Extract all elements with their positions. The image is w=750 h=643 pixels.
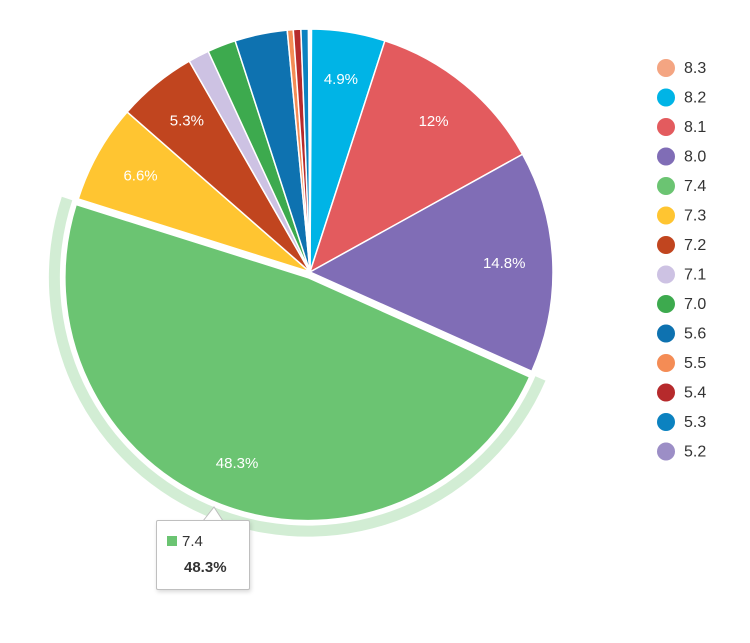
slice-label-8-1: 12%: [419, 113, 449, 130]
legend-label: 7.4: [684, 178, 706, 195]
pie-slice-8-1[interactable]: [309, 40, 524, 273]
slice-label-7-3: 6.6%: [123, 168, 157, 185]
legend-label: 5.4: [684, 385, 706, 402]
legend-item-5-4[interactable]: 5.4: [657, 383, 706, 402]
legend-item-8-0[interactable]: 8.0: [657, 147, 706, 166]
legend-label: 5.3: [684, 414, 706, 431]
slice-label-8-0: 14.8%: [483, 255, 526, 272]
legend-label: 8.2: [684, 90, 706, 107]
legend-swatch: [657, 324, 675, 343]
legend-swatch: [657, 177, 675, 195]
legend-item-7-2[interactable]: 7.2: [657, 236, 706, 254]
legend-item-5-2[interactable]: 5.2: [657, 442, 706, 461]
legend-item-7-1[interactable]: 7.1: [657, 265, 706, 284]
legend-label: 8.0: [684, 149, 706, 166]
tooltip-swatch: [167, 536, 177, 546]
legend-item-5-6[interactable]: 5.6: [657, 324, 706, 343]
legend-swatch: [657, 206, 675, 225]
legend-item-5-5[interactable]: 5.5: [657, 354, 706, 372]
legend-swatch: [657, 265, 675, 284]
pie-slice-7-4[interactable]: [64, 203, 531, 522]
legend-item-7-4[interactable]: 7.4: [657, 177, 706, 195]
legend-label: 7.3: [684, 208, 706, 225]
tooltip-label: 7.4: [182, 533, 203, 550]
legend-swatch: [657, 413, 675, 431]
legend-item-7-0[interactable]: 7.0: [657, 295, 706, 313]
legend-swatch: [657, 147, 675, 166]
slice-label-7-4: 48.3%: [216, 455, 259, 472]
tooltip-value: 48.3%: [184, 559, 227, 576]
slice-label-8-2: 4.9%: [324, 71, 358, 88]
pie-slice-5-2[interactable]: [307, 28, 311, 273]
legend-swatch: [657, 442, 675, 461]
legend-swatch: [657, 236, 675, 254]
legend-label: 5.2: [684, 444, 706, 461]
legend-label: 7.1: [684, 267, 706, 284]
legend-label: 8.1: [684, 119, 706, 136]
legend-label: 5.6: [684, 326, 706, 343]
legend-item-8-3[interactable]: 8.3: [657, 59, 706, 77]
legend-label: 7.0: [684, 296, 706, 313]
tooltip-series-row: 7.4: [167, 533, 203, 550]
legend-swatch: [657, 118, 675, 136]
pie-slice-8-0[interactable]: [309, 153, 554, 373]
legend-label: 5.5: [684, 355, 706, 372]
slice-labels: 4.9% 12% 14.8% 48.3% 6.6% 5.3%: [123, 71, 525, 472]
legend-swatch: [657, 59, 675, 77]
legend-label: 7.2: [684, 237, 706, 254]
legend-swatch: [657, 354, 675, 372]
slice-label-7-2: 5.3%: [170, 113, 204, 130]
pie-slices: [64, 28, 554, 522]
legend-swatch: [657, 88, 675, 107]
legend-item-8-1[interactable]: 8.1: [657, 118, 706, 136]
legend-item-7-3[interactable]: 7.3: [657, 206, 706, 225]
legend-label: 8.3: [684, 60, 706, 77]
legend-swatch: [657, 383, 675, 402]
tooltip: 7.4 48.3%: [156, 520, 250, 590]
legend-item-8-2[interactable]: 8.2: [657, 88, 706, 107]
legend: 8.3 8.2 8.1 8.0 7.4 7.3 7.2 7.1 7.0 5.6 5.5 5.4 5.3 5…: [657, 59, 706, 461]
legend-item-5-3[interactable]: 5.3: [657, 413, 706, 431]
legend-swatch: [657, 295, 675, 313]
